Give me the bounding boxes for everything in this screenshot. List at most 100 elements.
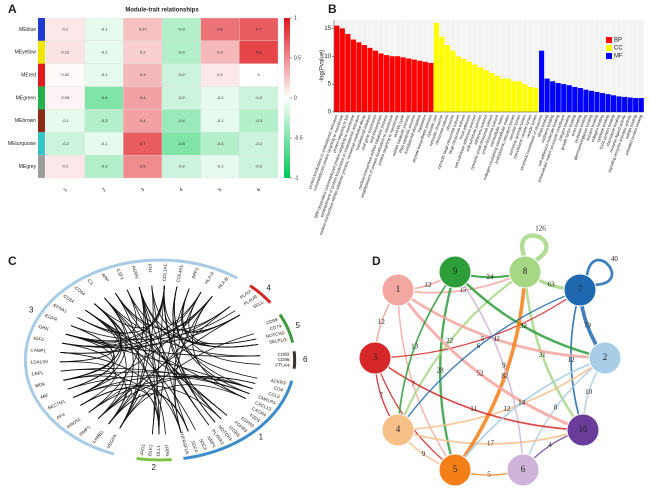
cell-label: -0.4 [178, 118, 186, 123]
group-arc [278, 313, 295, 343]
chord [77, 289, 137, 334]
cell-label: -0.3 [101, 118, 109, 123]
gene-box [249, 290, 252, 293]
row-label: MEbrown [15, 118, 36, 124]
gene-label: NOTCH2 [265, 330, 285, 339]
edge [454, 271, 606, 360]
chord [97, 376, 256, 419]
gene-box [39, 396, 42, 399]
chord [172, 286, 213, 327]
gene-box [32, 337, 35, 340]
edge-label: 13 [411, 342, 419, 350]
gene-box [276, 318, 279, 321]
cell-label: -0.2 [255, 95, 263, 100]
gene-label: SDC1 [198, 438, 208, 451]
edge-label: 82 [501, 372, 509, 380]
gene-box [288, 353, 291, 356]
group-label: 4 [267, 284, 272, 293]
gene-label: CCL2 [268, 391, 281, 399]
x-tick-label: ribosome [445, 113, 456, 131]
bar [605, 94, 611, 112]
cell-label: -0.1 [217, 95, 225, 100]
gene-box [164, 263, 167, 266]
column-label: 3 [140, 187, 146, 193]
bar [583, 89, 589, 112]
panel-label: D [372, 254, 381, 268]
edge-label: 14 [518, 398, 526, 406]
bar [622, 96, 628, 112]
gene-box [245, 430, 248, 433]
bar [472, 64, 478, 112]
row-color [38, 18, 45, 41]
gene-label: APP [101, 272, 110, 282]
bar [455, 56, 462, 112]
cell-label: 0.1 [217, 72, 223, 77]
edge-label: 4 [548, 441, 552, 449]
bar [489, 72, 495, 112]
node [588, 341, 622, 375]
gene-label: TNFRSF1A [179, 431, 190, 455]
gene-label: SELPLG [269, 337, 288, 345]
chord [115, 293, 231, 331]
chord [70, 310, 236, 341]
group-label: 1 [259, 433, 264, 442]
bar [439, 36, 445, 112]
edge-label: 6 [477, 342, 481, 350]
cell-label: -0.2 [178, 95, 186, 100]
bar [505, 78, 511, 112]
edge-label: 12 [424, 281, 432, 289]
column-label: 4 [178, 187, 184, 193]
cell-label: 0.5 [140, 164, 146, 169]
edge-label: 5 [481, 335, 485, 343]
bar [566, 85, 572, 112]
edge [397, 271, 456, 431]
chord [158, 288, 190, 435]
gene-label: CD86 [278, 357, 290, 362]
gene-box [44, 314, 47, 317]
cell-label: 0.12 [61, 49, 70, 54]
gene-box [62, 294, 65, 297]
gene-box [262, 300, 265, 303]
group-arc [183, 380, 294, 460]
bar [594, 91, 600, 112]
cell-label: 0.27 [139, 26, 148, 31]
edge [570, 289, 584, 431]
gene-label: MIF [40, 393, 49, 400]
row-color [38, 40, 45, 64]
gene-box [149, 454, 152, 457]
edge-label: 42 [493, 335, 501, 343]
cell-label: -0.2 [178, 164, 186, 169]
edge-label: 52 [477, 369, 485, 377]
gene-box [107, 447, 110, 450]
edge-label: 32 [520, 322, 528, 330]
chord [60, 352, 182, 433]
gene-box [67, 426, 70, 429]
edge-label: 12 [503, 405, 511, 413]
bar [361, 45, 368, 112]
row-label: MEgrey [19, 164, 37, 170]
gene-label: CD4 [273, 385, 283, 392]
bar [494, 75, 500, 112]
node-label: 6 [521, 464, 526, 474]
bar [444, 45, 451, 112]
group-label: 3 [29, 305, 34, 314]
bar [633, 98, 639, 112]
cell-label: -0.2 [255, 141, 263, 146]
gene-box [196, 267, 199, 270]
colorbar [284, 18, 290, 178]
gene-box [283, 331, 286, 334]
gene-label: GRN [38, 324, 49, 331]
cell-label: -0.2 [178, 72, 186, 77]
cell-label: 0.4 [140, 95, 146, 100]
edge-label: 12 [568, 356, 576, 364]
chord [85, 309, 127, 419]
group-arc [136, 456, 172, 462]
gene-label: CD34 [63, 293, 76, 304]
group-arc [249, 284, 272, 304]
gene-label: AGRN [131, 265, 139, 279]
gene-label: SPP1 [191, 267, 200, 280]
edge-label: 22 [446, 337, 454, 345]
chord [104, 297, 182, 433]
chord [119, 384, 247, 429]
gene-box [255, 295, 258, 298]
